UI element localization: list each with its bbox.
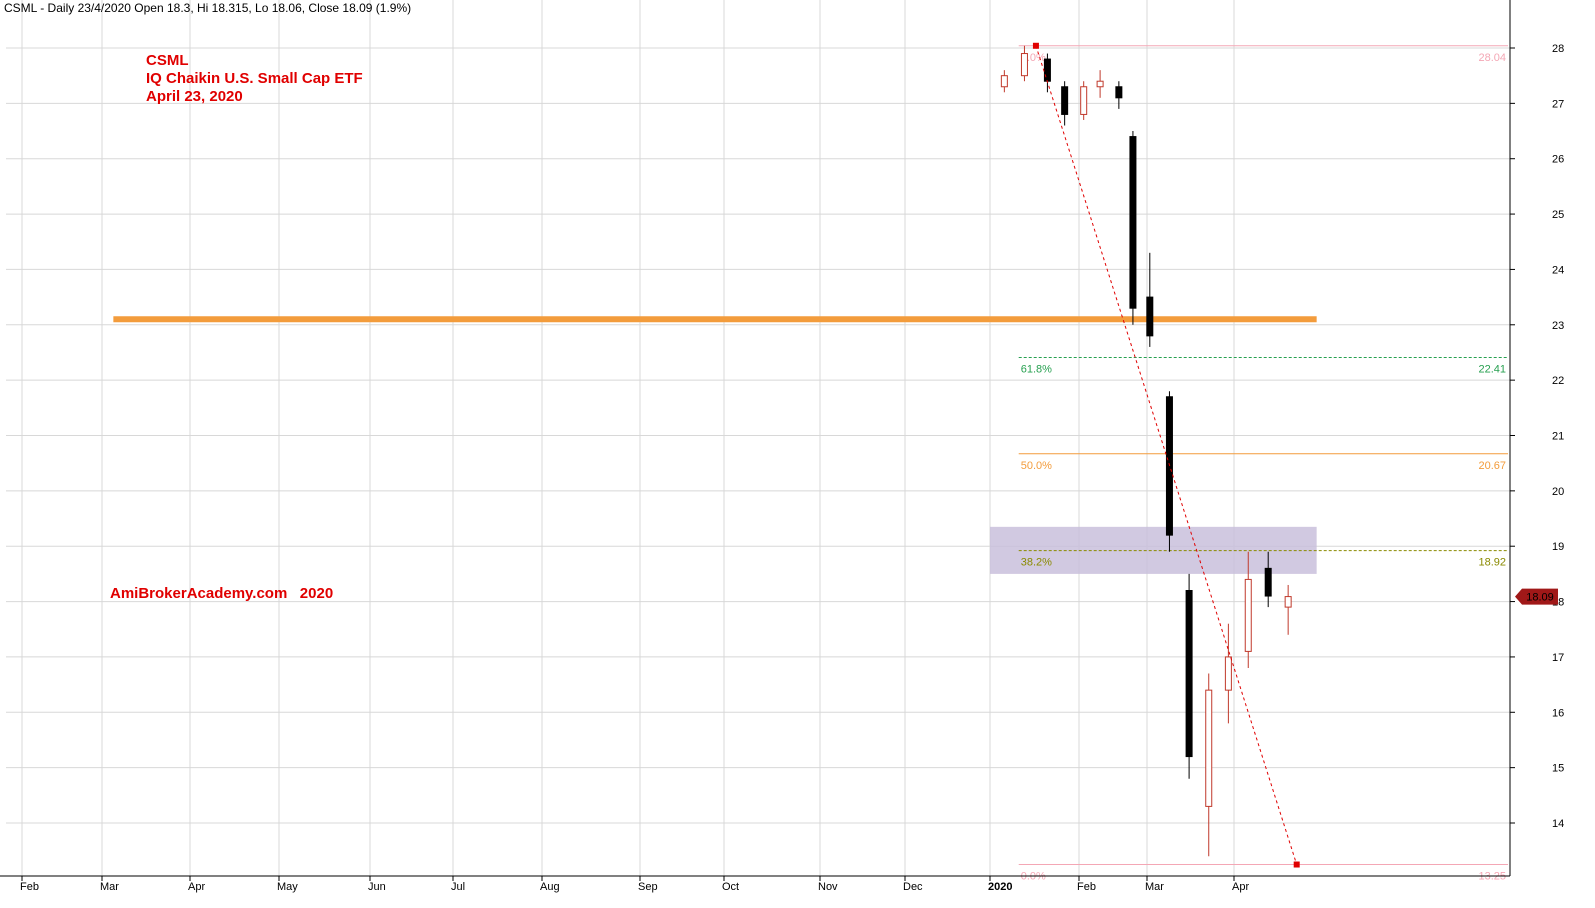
title-fund-name: IQ Chaikin U.S. Small Cap ETF bbox=[146, 70, 363, 87]
candle bbox=[1080, 81, 1088, 120]
x-tick-label: May bbox=[277, 881, 298, 893]
grid bbox=[6, 0, 1510, 876]
chart-title-block: CSML IQ Chaikin U.S. Small Cap ETF April… bbox=[146, 52, 363, 106]
candle-body bbox=[1096, 80, 1104, 88]
x-tick-label: Sep bbox=[638, 881, 658, 893]
candle bbox=[1043, 53, 1051, 93]
x-tick-label: Mar bbox=[100, 881, 119, 893]
price-badge-shape bbox=[1515, 588, 1558, 605]
fib-percent-label: 61.8% bbox=[1021, 363, 1052, 375]
candle-body bbox=[1224, 656, 1232, 691]
candle-body bbox=[1043, 58, 1051, 82]
price-badge-label: 18.09 bbox=[1526, 592, 1554, 604]
candle bbox=[1264, 551, 1272, 608]
fib-price-label: 13.25 bbox=[1478, 871, 1506, 883]
y-tick-label: 24 bbox=[1552, 264, 1564, 276]
y-tick-label: 19 bbox=[1552, 541, 1564, 553]
fib-percent-label: 0.0% bbox=[1021, 871, 1046, 883]
candle bbox=[1205, 673, 1213, 857]
x-tick-label: Jun bbox=[368, 881, 386, 893]
y-tick-label: 27 bbox=[1552, 98, 1564, 110]
candle-body bbox=[1061, 86, 1069, 115]
title-date: April 23, 2020 bbox=[146, 88, 243, 105]
y-tick-label: 28 bbox=[1552, 43, 1564, 55]
chart-header: CSML - Daily 23/4/2020 Open 18.3, Hi 18.… bbox=[4, 1, 412, 15]
x-tick-label: Apr bbox=[188, 881, 205, 893]
x-tick-label: Feb bbox=[1077, 881, 1096, 893]
x-tick-label: Aug bbox=[540, 881, 560, 893]
candle bbox=[1224, 623, 1232, 724]
fib-trend-line bbox=[1032, 42, 1300, 868]
candle-body bbox=[1129, 136, 1137, 309]
candle-body bbox=[1020, 53, 1028, 77]
candle-body bbox=[1146, 296, 1154, 337]
candle bbox=[1284, 584, 1292, 635]
y-tick-label: 14 bbox=[1552, 818, 1564, 830]
y-tick-label: 22 bbox=[1552, 375, 1564, 387]
fib-price-label: 22.41 bbox=[1478, 363, 1506, 375]
x-tick-label: Nov bbox=[818, 881, 838, 893]
title-symbol: CSML bbox=[146, 52, 189, 69]
candle-body bbox=[1284, 596, 1292, 608]
y-tick-label: 23 bbox=[1552, 320, 1564, 332]
candle bbox=[1000, 70, 1008, 93]
candle bbox=[1115, 81, 1123, 109]
candle bbox=[1096, 70, 1104, 98]
fib-anchor-low bbox=[1293, 861, 1300, 868]
fib-price-label: 28.04 bbox=[1478, 52, 1506, 64]
candle bbox=[1146, 252, 1154, 347]
x-tick-label: Dec bbox=[903, 881, 923, 893]
candle bbox=[1244, 551, 1252, 668]
candle-body bbox=[1115, 86, 1123, 99]
candle bbox=[1020, 45, 1028, 82]
candle-body bbox=[1264, 567, 1272, 597]
fib-price-label: 20.67 bbox=[1478, 460, 1506, 472]
y-tick-label: 15 bbox=[1552, 763, 1564, 775]
fib-percent-label: 38.2% bbox=[1021, 557, 1052, 569]
candle bbox=[1185, 573, 1193, 779]
y-tick-label: 21 bbox=[1552, 431, 1564, 443]
fib-trend-line-segment bbox=[1035, 45, 1298, 865]
y-tick-label: 25 bbox=[1552, 209, 1564, 221]
candle-body bbox=[1000, 75, 1008, 88]
candle-body bbox=[1080, 86, 1088, 115]
candle-body bbox=[1185, 590, 1193, 758]
fib-price-label: 18.92 bbox=[1478, 557, 1506, 569]
fib-anchor-high bbox=[1032, 42, 1039, 49]
x-tick-label: Oct bbox=[722, 881, 739, 893]
candle bbox=[1061, 81, 1069, 126]
candle bbox=[1129, 131, 1137, 325]
x-tick-label: Feb bbox=[20, 881, 39, 893]
x-tick-label: 2020 bbox=[988, 881, 1012, 893]
candles bbox=[1000, 45, 1292, 857]
watermark-text: AmiBrokerAcademy.com 2020 bbox=[110, 585, 334, 602]
fib-percent-label: 50.0% bbox=[1021, 460, 1052, 472]
y-tick-label: 20 bbox=[1552, 486, 1564, 498]
y-tick-label: 26 bbox=[1552, 154, 1564, 166]
x-tick-label: Jul bbox=[451, 881, 465, 893]
y-tick-label: 17 bbox=[1552, 652, 1564, 664]
x-tick-label: Apr bbox=[1232, 881, 1249, 893]
price-badge: 18.09 bbox=[1515, 588, 1558, 605]
candle-body bbox=[1244, 578, 1252, 652]
x-tick-label: Mar bbox=[1145, 881, 1164, 893]
candle-body bbox=[1205, 689, 1213, 807]
y-tick-label: 16 bbox=[1552, 707, 1564, 719]
